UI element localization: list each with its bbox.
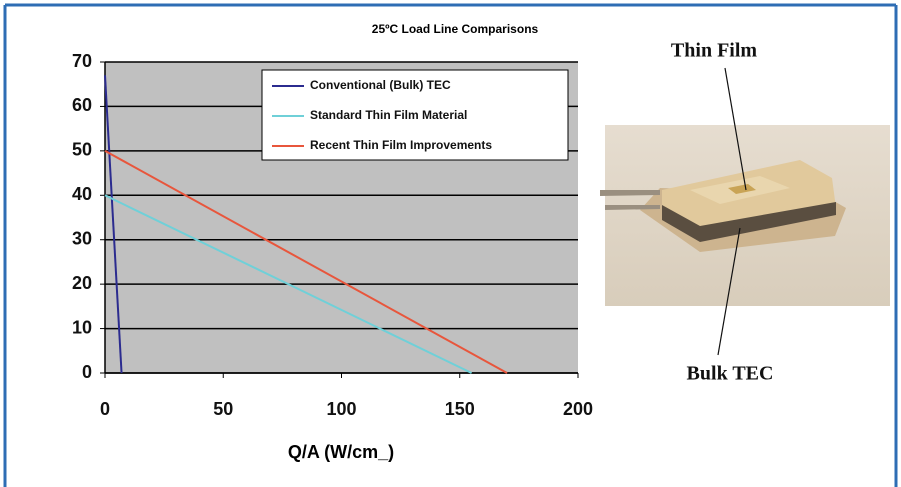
y-tick-label: 50	[72, 140, 92, 160]
annotation: Bulk TEC	[687, 363, 774, 385]
annotation-pointer	[717, 227, 741, 356]
annotation: Thin Film	[671, 40, 757, 62]
series-line	[104, 149, 508, 374]
chart-title: 25ºC Load Line Comparisons	[372, 22, 539, 36]
annotation-pointer	[724, 67, 747, 191]
y-tick-label: 40	[72, 184, 92, 204]
y-tick-label: 20	[72, 273, 92, 293]
x-tick-label: 0	[100, 399, 110, 419]
y-tick-label: 60	[72, 95, 92, 115]
photo	[600, 125, 890, 306]
x-tick-label: 200	[563, 399, 593, 419]
series-line	[104, 194, 473, 374]
legend-label: Conventional (Bulk) TEC	[310, 78, 451, 92]
x-tick-label: 150	[445, 399, 475, 419]
x-tick-label: 100	[326, 399, 356, 419]
legend-label: Standard Thin Film Material	[310, 108, 467, 122]
x-tick-label: 50	[213, 399, 233, 419]
legend	[261, 69, 569, 161]
y-tick-label: 70	[72, 51, 92, 71]
y-tick-label: 0	[82, 362, 92, 382]
frame	[3, 3, 898, 487]
x-axis-label: Q/A (W/cm_)	[288, 442, 394, 462]
y-tick-label: 10	[72, 317, 92, 337]
y-tick-label: 30	[72, 228, 92, 248]
series-line	[104, 75, 123, 374]
legend-label: Recent Thin Film Improvements	[310, 138, 492, 152]
